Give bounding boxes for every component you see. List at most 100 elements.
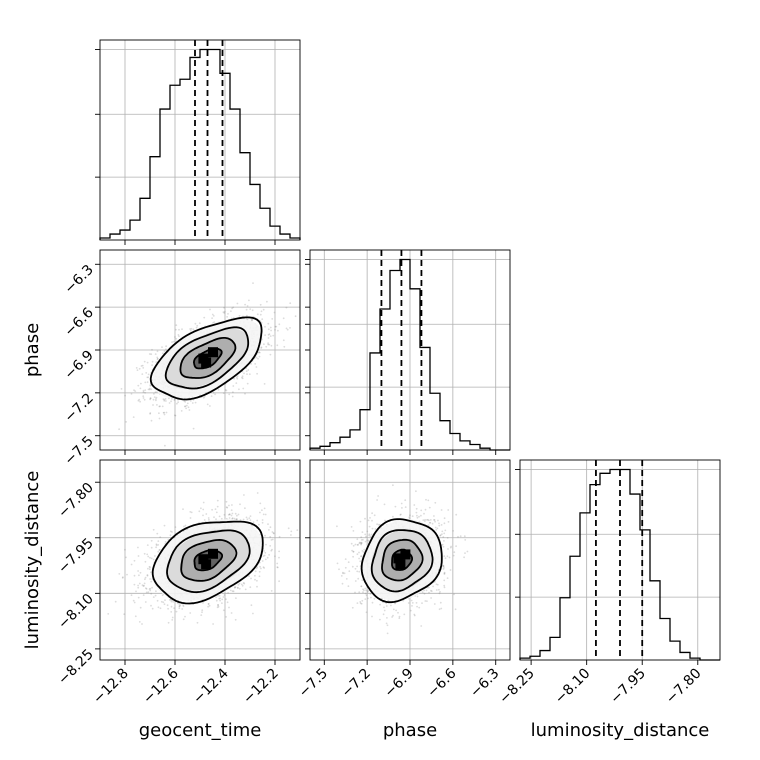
sample-point <box>149 384 152 386</box>
sample-point <box>269 326 272 329</box>
sample-point <box>216 499 219 502</box>
sample-point <box>263 383 266 385</box>
sample-point <box>269 535 272 538</box>
sample-point <box>165 400 167 402</box>
sample-point <box>290 530 293 533</box>
sample-point <box>251 319 254 321</box>
panel-content <box>336 484 469 635</box>
sample-point <box>159 405 161 408</box>
sample-point <box>290 534 292 536</box>
sample-point <box>135 367 138 369</box>
sample-point <box>184 615 186 618</box>
sample-point <box>217 595 219 597</box>
sample-point <box>341 582 344 585</box>
sample-point <box>252 612 254 615</box>
sample-point <box>218 515 221 518</box>
sample-point <box>200 614 203 616</box>
sample-point <box>172 340 175 343</box>
sample-point <box>268 529 270 531</box>
sample-point <box>232 306 235 309</box>
sample-point <box>212 315 215 317</box>
sample-point <box>398 615 401 618</box>
sample-point <box>168 397 170 400</box>
sample-point <box>440 607 443 610</box>
sample-point <box>267 523 269 525</box>
sample-point <box>214 508 217 510</box>
sample-point <box>228 513 231 515</box>
sample-point <box>254 570 257 573</box>
sample-point <box>171 531 173 533</box>
sample-point <box>132 599 135 602</box>
sample-point <box>151 364 154 366</box>
sample-point <box>228 513 231 516</box>
sample-point <box>157 544 160 546</box>
sample-point <box>170 600 173 603</box>
sample-point <box>155 544 158 547</box>
sample-point <box>175 324 178 327</box>
sample-point <box>222 609 225 612</box>
sample-point <box>225 500 228 503</box>
sample-point <box>274 325 277 328</box>
sample-point <box>233 377 236 380</box>
sample-point <box>271 531 274 533</box>
sample-point <box>243 494 245 496</box>
sample-point <box>236 375 239 377</box>
sample-point <box>146 574 149 577</box>
sample-point <box>147 555 150 558</box>
sample-point <box>255 366 258 368</box>
sample-point <box>427 499 430 502</box>
sample-point <box>167 621 170 624</box>
sample-point <box>438 524 441 527</box>
sample-point <box>144 391 147 394</box>
sample-point <box>256 492 259 494</box>
frame-geocent_time <box>99 39 301 241</box>
sample-point <box>237 584 240 586</box>
sample-point <box>149 397 152 400</box>
sample-point <box>155 546 158 549</box>
sample-point <box>264 334 266 336</box>
sample-point <box>247 369 250 371</box>
sample-point <box>237 587 239 589</box>
sample-point <box>258 351 260 353</box>
sample-point <box>267 342 269 344</box>
sample-point <box>156 532 159 535</box>
sample-point <box>218 597 221 600</box>
scatter-panel-geocent_time-phase <box>99 249 301 451</box>
sample-point <box>415 507 418 510</box>
sample-point <box>169 599 171 601</box>
sample-point <box>257 351 260 354</box>
contour-2 <box>166 529 251 594</box>
sample-point <box>142 585 145 587</box>
sample-point <box>125 556 127 559</box>
sample-point <box>139 400 142 403</box>
sample-point <box>170 400 173 403</box>
sample-point <box>261 521 264 524</box>
sample-point <box>364 517 366 520</box>
sample-point <box>272 334 275 337</box>
scatter-panel-phase-luminosity_distance <box>309 459 511 661</box>
sample-point <box>227 513 230 516</box>
sample-point <box>418 606 421 609</box>
sample-point <box>142 367 145 369</box>
sample-point <box>231 307 234 310</box>
sample-point <box>144 578 146 581</box>
sample-point <box>150 571 152 574</box>
sample-point <box>138 398 141 401</box>
sample-point <box>264 325 266 328</box>
sample-point <box>156 350 159 353</box>
sample-point <box>413 613 416 616</box>
sample-point <box>370 596 372 599</box>
sample-point <box>438 592 441 595</box>
sample-point <box>249 586 252 589</box>
sample-point <box>241 377 244 380</box>
sample-point <box>175 328 177 331</box>
sample-point <box>133 559 136 562</box>
sample-point <box>214 393 217 396</box>
sample-point <box>164 599 166 601</box>
sample-point <box>145 588 148 590</box>
sample-point <box>175 610 178 613</box>
sample-point <box>212 391 215 394</box>
sample-point <box>182 508 184 510</box>
sample-point <box>444 529 447 532</box>
